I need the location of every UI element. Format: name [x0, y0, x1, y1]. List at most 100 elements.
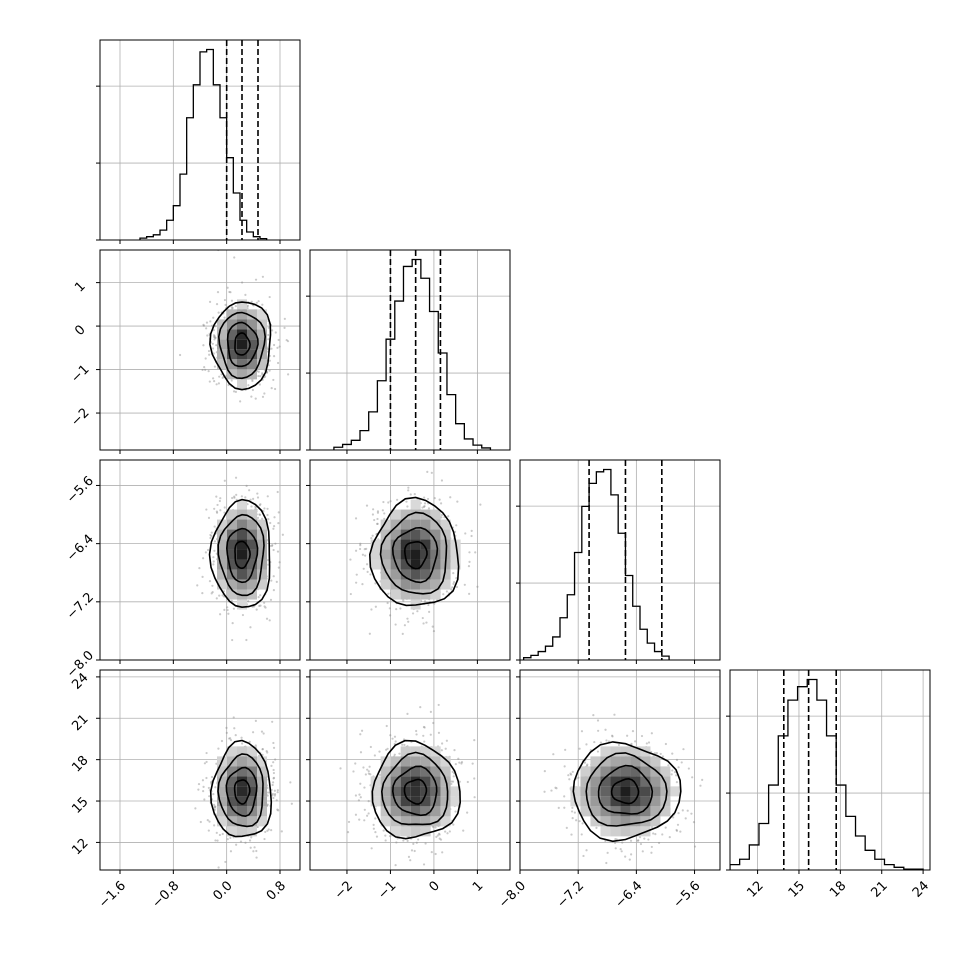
sample-point [272, 378, 275, 382]
sample-point [274, 331, 277, 334]
density-cell [237, 299, 247, 310]
sample-point [225, 374, 228, 377]
x-tick-label: −0.8 [149, 878, 182, 911]
sample-point [212, 328, 215, 332]
sample-point [240, 736, 243, 739]
density-cell [630, 816, 641, 827]
panel-frame [309, 669, 511, 871]
sample-point [453, 530, 457, 533]
sample-point [196, 584, 199, 587]
x-tick-label: 12 [744, 878, 766, 900]
density-cell [410, 519, 421, 530]
sample-point [543, 770, 546, 773]
density-panel-1-2 [100, 250, 300, 450]
sample-point [354, 762, 357, 765]
sample-point [355, 573, 358, 576]
sample-point [213, 365, 217, 368]
density-cell [420, 806, 431, 817]
sample-point [241, 613, 245, 617]
sample-point [213, 335, 216, 339]
sample-point [396, 498, 399, 501]
sample-point [430, 471, 433, 474]
sample-point [577, 776, 580, 779]
density-cell [430, 529, 441, 540]
sample-point [257, 370, 260, 373]
sample-point [220, 739, 224, 743]
sample-point [255, 608, 258, 611]
sample-point [273, 794, 276, 797]
sample-point [415, 841, 418, 844]
sample-point [269, 521, 272, 525]
sample-point [690, 812, 693, 815]
sample-point [266, 495, 269, 498]
sample-point [369, 573, 372, 576]
sample-point [244, 841, 247, 844]
sample-point [401, 743, 404, 746]
density-cell [227, 766, 237, 777]
sample-point [252, 497, 255, 501]
sample-point [212, 560, 215, 563]
sample-point [213, 338, 216, 341]
sample-point [233, 495, 236, 498]
panel-frame [99, 39, 301, 241]
density-cell [400, 786, 411, 797]
sample-point [650, 825, 654, 829]
sample-point [215, 302, 219, 306]
sample-point [290, 802, 293, 805]
sample-point [208, 380, 211, 383]
x-tick-label: 24 [910, 878, 932, 900]
density-cell [410, 569, 421, 580]
sample-point [218, 499, 221, 503]
sample-point [349, 592, 352, 596]
density-cell [620, 776, 631, 787]
sample-point [426, 497, 430, 501]
density-cell [390, 826, 401, 837]
sample-point [467, 565, 471, 568]
density-cell [410, 786, 421, 797]
density-cell [217, 816, 227, 827]
density-cell [410, 529, 421, 540]
sample-point [211, 324, 214, 327]
y-tick-label: −5.6 [64, 474, 97, 507]
sample-point [363, 786, 366, 789]
sample-point [416, 610, 419, 613]
density-cell [380, 766, 391, 777]
sample-point [407, 489, 410, 492]
sample-point [675, 758, 679, 762]
contour-line [208, 498, 271, 609]
density-cell [237, 579, 247, 590]
sample-point [413, 849, 416, 853]
sample-point [383, 517, 386, 520]
sample-point [259, 375, 262, 378]
sample-point [358, 547, 362, 551]
sample-point [264, 606, 267, 609]
contour-line [371, 739, 462, 840]
density-cell [620, 806, 631, 817]
sample-point [670, 773, 673, 776]
sample-point [202, 323, 205, 326]
density-cell [600, 796, 611, 807]
sample-point [266, 507, 269, 510]
density-cell [630, 786, 641, 797]
density-cell [430, 786, 441, 797]
sample-point [432, 721, 435, 725]
sample-point [661, 755, 664, 758]
contour-line [391, 765, 438, 817]
sample-point [204, 368, 207, 371]
sample-point [212, 556, 215, 559]
density-cell [620, 816, 631, 827]
density-cell [227, 796, 237, 807]
sample-point [254, 719, 257, 722]
density-cell [590, 786, 601, 797]
density-cell [390, 806, 401, 817]
sample-point [436, 834, 439, 837]
sample-point [460, 762, 463, 765]
sample-point [212, 352, 215, 355]
sample-point [367, 770, 370, 773]
sample-point [257, 596, 260, 599]
density-cell [227, 746, 237, 757]
sample-point [354, 549, 358, 552]
sample-point [454, 763, 457, 766]
sample-point [355, 581, 358, 584]
density-cell [247, 756, 257, 767]
